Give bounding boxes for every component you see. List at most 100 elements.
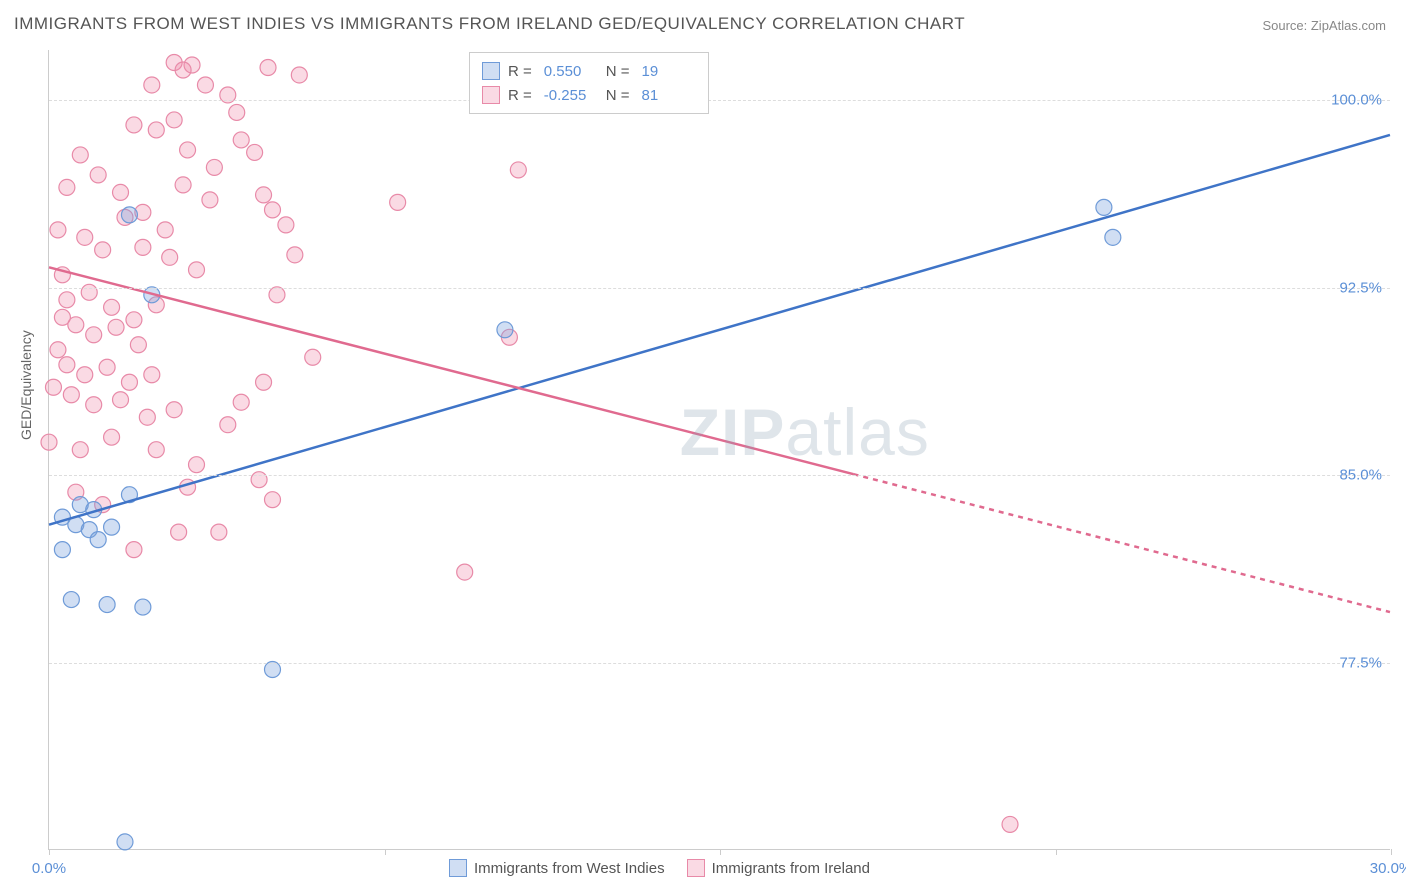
data-point	[104, 519, 120, 535]
legend-swatch	[482, 62, 500, 80]
data-point	[189, 457, 205, 473]
regression-line	[854, 474, 1390, 612]
data-point	[68, 317, 84, 333]
x-tick	[1056, 849, 1057, 855]
y-tick-label: 77.5%	[1339, 654, 1382, 671]
legend-r-value: -0.255	[544, 87, 598, 104]
x-tick-label: 30.0%	[1370, 860, 1406, 877]
data-point	[104, 429, 120, 445]
x-tick	[49, 849, 50, 855]
data-point	[90, 532, 106, 548]
data-point	[291, 67, 307, 83]
legend-r-value: 0.550	[544, 63, 598, 80]
data-point	[233, 132, 249, 148]
series-legend: Immigrants from West Indies Immigrants fr…	[449, 859, 870, 877]
data-point	[265, 202, 281, 218]
data-point	[135, 599, 151, 615]
data-point	[54, 542, 70, 558]
series-legend-item: Immigrants from West Indies	[449, 859, 665, 877]
legend-n-value: 81	[642, 87, 696, 104]
legend-n-value: 19	[642, 63, 696, 80]
data-point	[144, 77, 160, 93]
x-tick	[385, 849, 386, 855]
data-point	[77, 229, 93, 245]
data-point	[1105, 229, 1121, 245]
data-point	[72, 442, 88, 458]
data-point	[104, 299, 120, 315]
chart-title: IMMIGRANTS FROM WEST INDIES VS IMMIGRANT…	[14, 14, 965, 34]
data-point	[148, 442, 164, 458]
data-point	[63, 592, 79, 608]
data-point	[63, 387, 79, 403]
scatter-plot	[49, 50, 1390, 849]
regression-line	[49, 267, 854, 474]
data-point	[121, 374, 137, 390]
data-point	[265, 492, 281, 508]
gridline	[49, 100, 1390, 101]
data-point	[72, 147, 88, 163]
chart-area: 77.5%85.0%92.5%100.0% 0.0%30.0% ZIPatlas…	[48, 50, 1390, 850]
legend-swatch	[482, 86, 500, 104]
data-point	[135, 239, 151, 255]
data-point	[175, 62, 191, 78]
data-point	[99, 359, 115, 375]
data-point	[510, 162, 526, 178]
gridline	[49, 663, 1390, 664]
data-point	[117, 834, 133, 850]
data-point	[278, 217, 294, 233]
data-point	[229, 104, 245, 120]
legend-n-label: N =	[606, 63, 630, 80]
legend-row: R = -0.255 N = 81	[482, 83, 696, 107]
legend-n-label: N =	[606, 87, 630, 104]
data-point	[256, 374, 272, 390]
data-point	[497, 322, 513, 338]
data-point	[260, 59, 276, 75]
data-point	[77, 367, 93, 383]
data-point	[126, 542, 142, 558]
regression-line	[49, 135, 1390, 525]
data-point	[50, 222, 66, 238]
data-point	[166, 402, 182, 418]
data-point	[211, 524, 227, 540]
data-point	[265, 662, 281, 678]
data-point	[256, 187, 272, 203]
data-point	[189, 262, 205, 278]
data-point	[130, 337, 146, 353]
data-point	[157, 222, 173, 238]
data-point	[139, 409, 155, 425]
data-point	[175, 177, 191, 193]
y-tick-label: 85.0%	[1339, 467, 1382, 484]
source-attribution: Source: ZipAtlas.com	[1262, 18, 1386, 33]
data-point	[247, 144, 263, 160]
data-point	[171, 524, 187, 540]
data-point	[113, 392, 129, 408]
data-point	[86, 397, 102, 413]
data-point	[45, 379, 61, 395]
series-name: Immigrants from Ireland	[712, 860, 870, 877]
data-point	[390, 194, 406, 210]
x-tick	[1391, 849, 1392, 855]
data-point	[220, 417, 236, 433]
data-point	[90, 167, 106, 183]
x-tick-label: 0.0%	[32, 860, 66, 877]
data-point	[202, 192, 218, 208]
data-point	[457, 564, 473, 580]
data-point	[206, 159, 222, 175]
legend-row: R = 0.550 N = 19	[482, 59, 696, 83]
data-point	[144, 367, 160, 383]
data-point	[180, 142, 196, 158]
data-point	[59, 357, 75, 373]
y-axis-label: GED/Equivalency	[18, 330, 34, 440]
y-tick-label: 100.0%	[1331, 92, 1382, 109]
data-point	[95, 242, 111, 258]
legend-r-label: R =	[508, 63, 532, 80]
legend-r-label: R =	[508, 87, 532, 104]
legend-swatch	[449, 859, 467, 877]
series-name: Immigrants from West Indies	[474, 860, 665, 877]
data-point	[41, 434, 57, 450]
statistics-legend: R = 0.550 N = 19 R = -0.255 N = 81	[469, 52, 709, 114]
y-tick-label: 92.5%	[1339, 279, 1382, 296]
data-point	[59, 179, 75, 195]
data-point	[305, 349, 321, 365]
x-tick	[720, 849, 721, 855]
